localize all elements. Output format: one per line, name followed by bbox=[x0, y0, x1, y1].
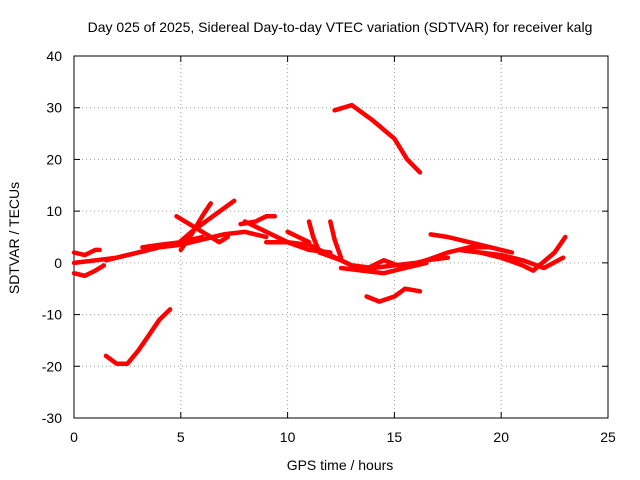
series-trace-8 bbox=[178, 201, 213, 253]
series-trace-4 bbox=[103, 247, 152, 263]
series-trace-2 bbox=[71, 247, 102, 258]
data-series bbox=[71, 102, 568, 366]
series-trace-18 bbox=[332, 102, 423, 175]
y-axis-label: SDTVAR / TECUs bbox=[6, 182, 22, 294]
x-tick-label: 10 bbox=[280, 429, 296, 445]
series-trace-14 bbox=[328, 219, 344, 260]
series-trace-19 bbox=[364, 286, 423, 304]
y-tick-label: 10 bbox=[46, 203, 62, 219]
series-trace-22 bbox=[456, 247, 566, 271]
series-trace-7 bbox=[174, 198, 237, 248]
x-tick-label: 0 bbox=[70, 429, 78, 445]
x-tick-label: 15 bbox=[387, 429, 403, 445]
y-tick-label: -20 bbox=[42, 358, 62, 374]
series-trace-5 bbox=[140, 234, 205, 250]
y-tick-label: 0 bbox=[54, 255, 62, 271]
x-tick-label: 20 bbox=[493, 429, 509, 445]
x-tick-label: 25 bbox=[600, 429, 616, 445]
series-trace-12 bbox=[285, 229, 312, 245]
series-trace-21 bbox=[428, 232, 515, 255]
axis-ticks: 0 5 10 15 20 25 -30 -20 -10 0 10 20 30 40 bbox=[42, 48, 616, 445]
y-tick-label: 40 bbox=[46, 48, 62, 64]
x-axis-label: GPS time / hours bbox=[287, 457, 394, 473]
chart-title: Day 025 of 2025, Sidereal Day-to-day VTE… bbox=[88, 19, 593, 35]
series-trace-1 bbox=[71, 263, 107, 279]
x-tick-label: 5 bbox=[177, 429, 185, 445]
series-trace-6 bbox=[103, 307, 173, 366]
series-trace-23 bbox=[477, 234, 568, 273]
series-trace-3 bbox=[71, 229, 269, 266]
plot-frame bbox=[73, 55, 609, 419]
y-tick-label: -10 bbox=[42, 307, 62, 323]
y-tick-label: 30 bbox=[46, 100, 62, 116]
y-tick-label: 20 bbox=[46, 151, 62, 167]
series-trace-9 bbox=[174, 214, 231, 245]
y-tick-label: -30 bbox=[42, 410, 62, 426]
